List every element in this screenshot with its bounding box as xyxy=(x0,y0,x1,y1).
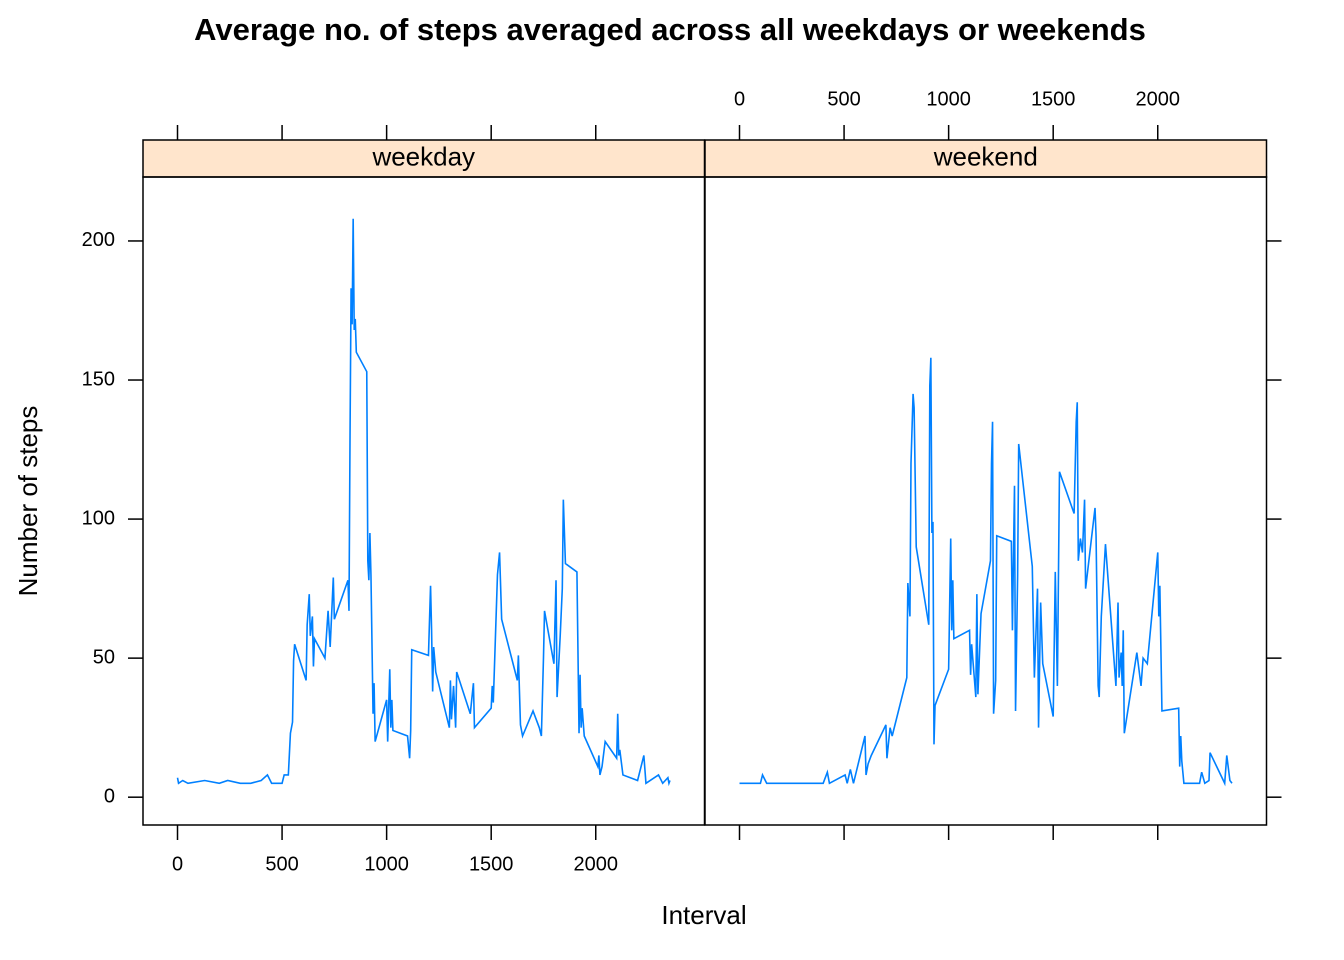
strip xyxy=(142,139,706,178)
chart-title: Average no. of steps averaged across all… xyxy=(194,12,1146,47)
x-tick-label: 500 xyxy=(827,88,860,110)
x-axis-label: Interval xyxy=(661,900,746,930)
y-tick-label: 200 xyxy=(82,229,115,251)
y-tick-label: 50 xyxy=(93,646,115,668)
x-tick-label: 2000 xyxy=(574,853,619,875)
x-tick-label: 1000 xyxy=(364,853,409,875)
y-tick-label: 0 xyxy=(104,785,115,807)
x-tick-label: 1500 xyxy=(1031,88,1076,110)
x-tick-label: 1000 xyxy=(926,88,971,110)
panel xyxy=(142,176,706,826)
x-tick-label: 0 xyxy=(172,853,183,875)
data-line xyxy=(739,357,1233,787)
y-tick-label: 150 xyxy=(82,368,115,390)
x-tick-label: 2000 xyxy=(1136,88,1181,110)
x-tick-label: 1500 xyxy=(469,853,514,875)
y-axis-label: Number of steps xyxy=(13,406,43,597)
x-tick-label: 500 xyxy=(265,853,298,875)
strip xyxy=(704,139,1268,178)
panel xyxy=(704,176,1268,826)
y-tick-label: 100 xyxy=(82,507,115,529)
data-line xyxy=(176,218,671,787)
strip-label: weekend xyxy=(933,141,1038,171)
strip-label: weekday xyxy=(371,141,475,171)
x-tick-label: 0 xyxy=(734,88,745,110)
